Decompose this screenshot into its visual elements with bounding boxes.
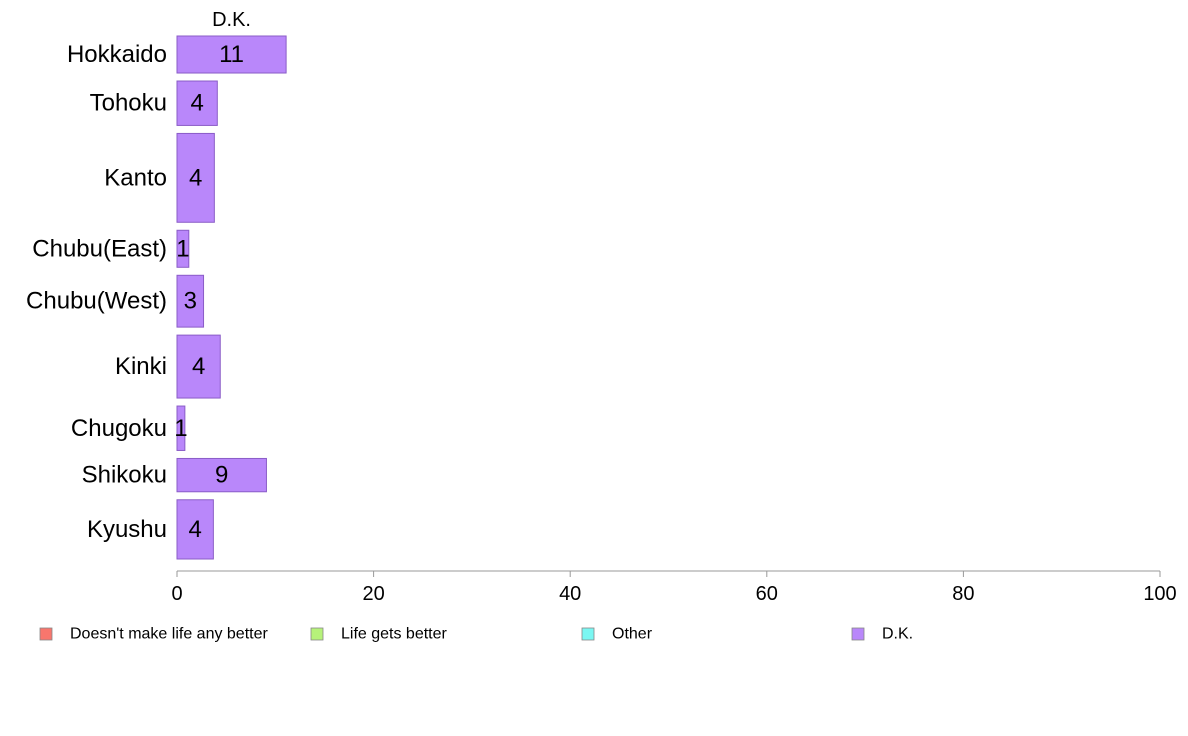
category-label-tohoku: Tohoku [90,90,167,117]
data-label-tohoku: 4 [190,90,203,117]
legend-label-d-k: D.K. [882,626,913,643]
x-tick-label: 80 [952,583,974,605]
bar-hokkaido-d-k [176,35,287,74]
legend-label-life-gets-better: Life gets better [341,626,448,643]
category-label-chubu-west: Chubu(West) [26,288,167,315]
category-label-kinki: Kinki [115,353,167,380]
x-tick-label: 60 [756,583,778,605]
bar-kanto-d-k [176,132,215,223]
x-tick-label: 40 [559,583,581,605]
data-label-chugoku: 1 [174,415,187,442]
data-label-chubu-east: 1 [176,235,189,262]
legend-swatch-doesn-t-make-life-any-better [39,627,53,641]
x-tick-label: 100 [1143,583,1176,605]
data-label-kanto: 4 [189,164,202,191]
bar-chugoku-d-k [176,405,186,451]
legend-label-doesn-t-make-life-any-better: Doesn't make life any better [70,626,268,643]
data-label-kyushu: 4 [189,516,202,543]
x-tick-label: 20 [362,583,384,605]
bar-shikoku-d-k [176,457,267,493]
bar-chubu-west-d-k [176,274,205,328]
legend-swatch-other [581,627,595,641]
data-label-hokkaido: 11 [219,41,244,68]
bar-kyushu-d-k [176,499,214,560]
category-label-chubu-east: Chubu(East) [32,235,167,262]
bar-tohoku-d-k [176,80,218,126]
category-label-kyushu: Kyushu [87,516,167,543]
data-label-shikoku: 9 [215,462,228,489]
bar-chubu-east-d-k [176,229,190,268]
bars-layer [176,35,287,560]
category-label-shikoku: Shikoku [82,462,167,489]
category-label-kanto: Kanto [104,164,167,191]
legend: Doesn't make life any better Life gets be… [39,626,913,643]
labels-layer: Hokkaido 11 Tohoku 4 Kanto 4 Chubu(East) 1 Chubu… [26,9,251,543]
series-header-dk: D.K. [212,9,251,31]
x-axis: 0 20 40 60 80 100 [171,570,1177,605]
data-label-chubu-west: 3 [184,288,197,315]
bar-kinki-d-k [176,334,221,399]
category-label-chugoku: Chugoku [71,415,167,442]
legend-label-other: Other [612,626,653,643]
x-tick-label: 0 [171,583,182,605]
data-label-kinki: 4 [192,353,205,380]
legend-swatch-d-k [851,627,865,641]
category-label-hokkaido: Hokkaido [67,41,167,68]
legend-swatch-life-gets-better [310,627,324,641]
